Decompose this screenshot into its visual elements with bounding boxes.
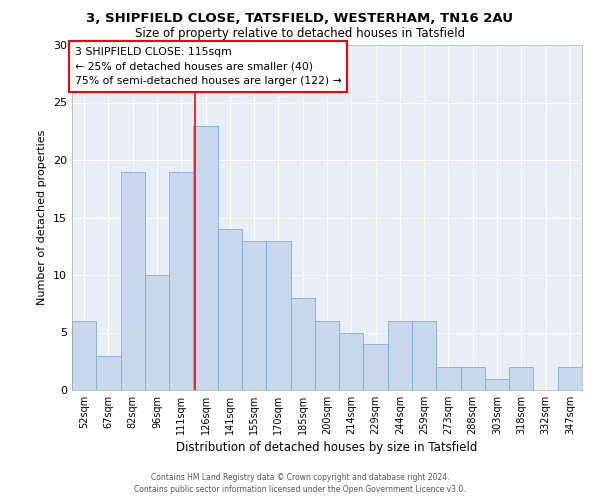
Bar bbox=[145, 275, 169, 390]
Bar bbox=[242, 240, 266, 390]
Bar bbox=[339, 332, 364, 390]
Bar bbox=[364, 344, 388, 390]
Text: Size of property relative to detached houses in Tatsfield: Size of property relative to detached ho… bbox=[135, 28, 465, 40]
Bar bbox=[485, 378, 509, 390]
Bar bbox=[509, 367, 533, 390]
Bar bbox=[96, 356, 121, 390]
Bar bbox=[193, 126, 218, 390]
Bar bbox=[72, 321, 96, 390]
Bar bbox=[169, 172, 193, 390]
Bar bbox=[461, 367, 485, 390]
X-axis label: Distribution of detached houses by size in Tatsfield: Distribution of detached houses by size … bbox=[176, 441, 478, 454]
Bar bbox=[388, 321, 412, 390]
Bar bbox=[558, 367, 582, 390]
Bar bbox=[436, 367, 461, 390]
Text: 3 SHIPFIELD CLOSE: 115sqm
← 25% of detached houses are smaller (40)
75% of semi-: 3 SHIPFIELD CLOSE: 115sqm ← 25% of detac… bbox=[74, 46, 341, 86]
Bar bbox=[121, 172, 145, 390]
Text: 3, SHIPFIELD CLOSE, TATSFIELD, WESTERHAM, TN16 2AU: 3, SHIPFIELD CLOSE, TATSFIELD, WESTERHAM… bbox=[86, 12, 514, 26]
Bar bbox=[315, 321, 339, 390]
Y-axis label: Number of detached properties: Number of detached properties bbox=[37, 130, 47, 305]
Bar bbox=[290, 298, 315, 390]
Bar bbox=[412, 321, 436, 390]
Text: Contains HM Land Registry data © Crown copyright and database right 2024.
Contai: Contains HM Land Registry data © Crown c… bbox=[134, 472, 466, 494]
Bar bbox=[218, 229, 242, 390]
Bar bbox=[266, 240, 290, 390]
